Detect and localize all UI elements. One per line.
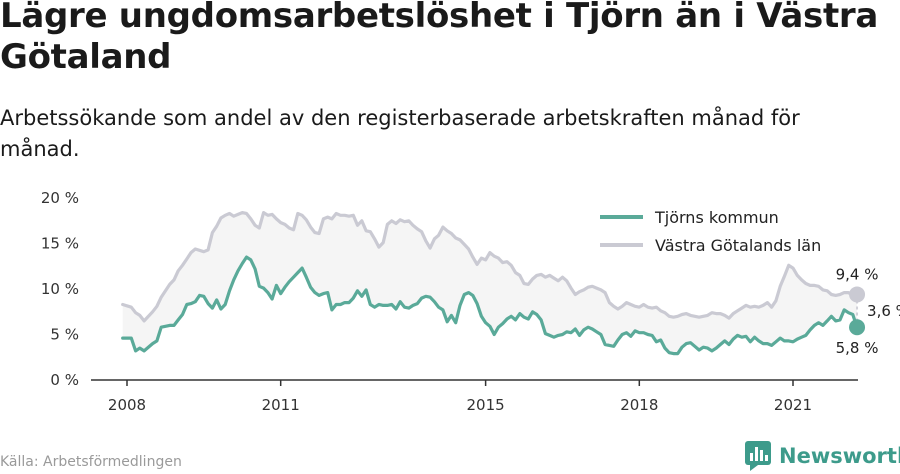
source-note: Källa: Arbetsförmedlingen [0,454,182,470]
brand-name: Newsworthy [779,444,900,468]
series-line-tjorn [121,255,859,356]
series-line-vastra-gotaland [121,211,859,323]
series-layer [121,211,859,356]
y-tick-label: 0 % [50,371,79,389]
legend-label-tjorn: Tjörns kommun [654,208,779,227]
x-tick-label: 2021 [774,396,812,414]
x-tick-label: 2011 [262,396,300,414]
newsworthy-logo-icon [745,441,771,471]
endpoint-layer: 9,4 % 5,8 % 3,6 % [836,265,900,357]
y-tick-label: 20 % [41,189,79,207]
axis-layer: 0 % 5 % 10 % 15 % 20 % 2008 2011 2015 2018 2021 [41,189,858,414]
y-tick-label: 15 % [41,235,79,253]
x-tick-label: 2015 [467,396,505,414]
legend: Tjörns kommun Västra Götalands län [600,208,821,255]
end-marker-vastra-gotaland [849,286,866,303]
x-tick-label: 2018 [620,396,658,414]
chart-subtitle: Arbetssökande som andel av den registerb… [0,106,800,161]
brand-logo[interactable]: Newsworthy [745,441,900,471]
y-tick-label: 10 % [41,280,79,298]
gap-label: 3,6 % [867,302,900,320]
end-label-vastra-gotaland: 9,4 % [836,265,879,283]
legend-label-vastra-gotaland: Västra Götalands län [655,236,821,255]
end-label-tjorn: 5,8 % [836,339,879,357]
x-tick-label: 2008 [108,396,146,414]
end-marker-tjorn [849,319,866,336]
chart-title: Lägre ungdomsarbetslöshet i Tjörn än i V… [0,0,879,77]
y-tick-label: 5 % [50,326,79,344]
